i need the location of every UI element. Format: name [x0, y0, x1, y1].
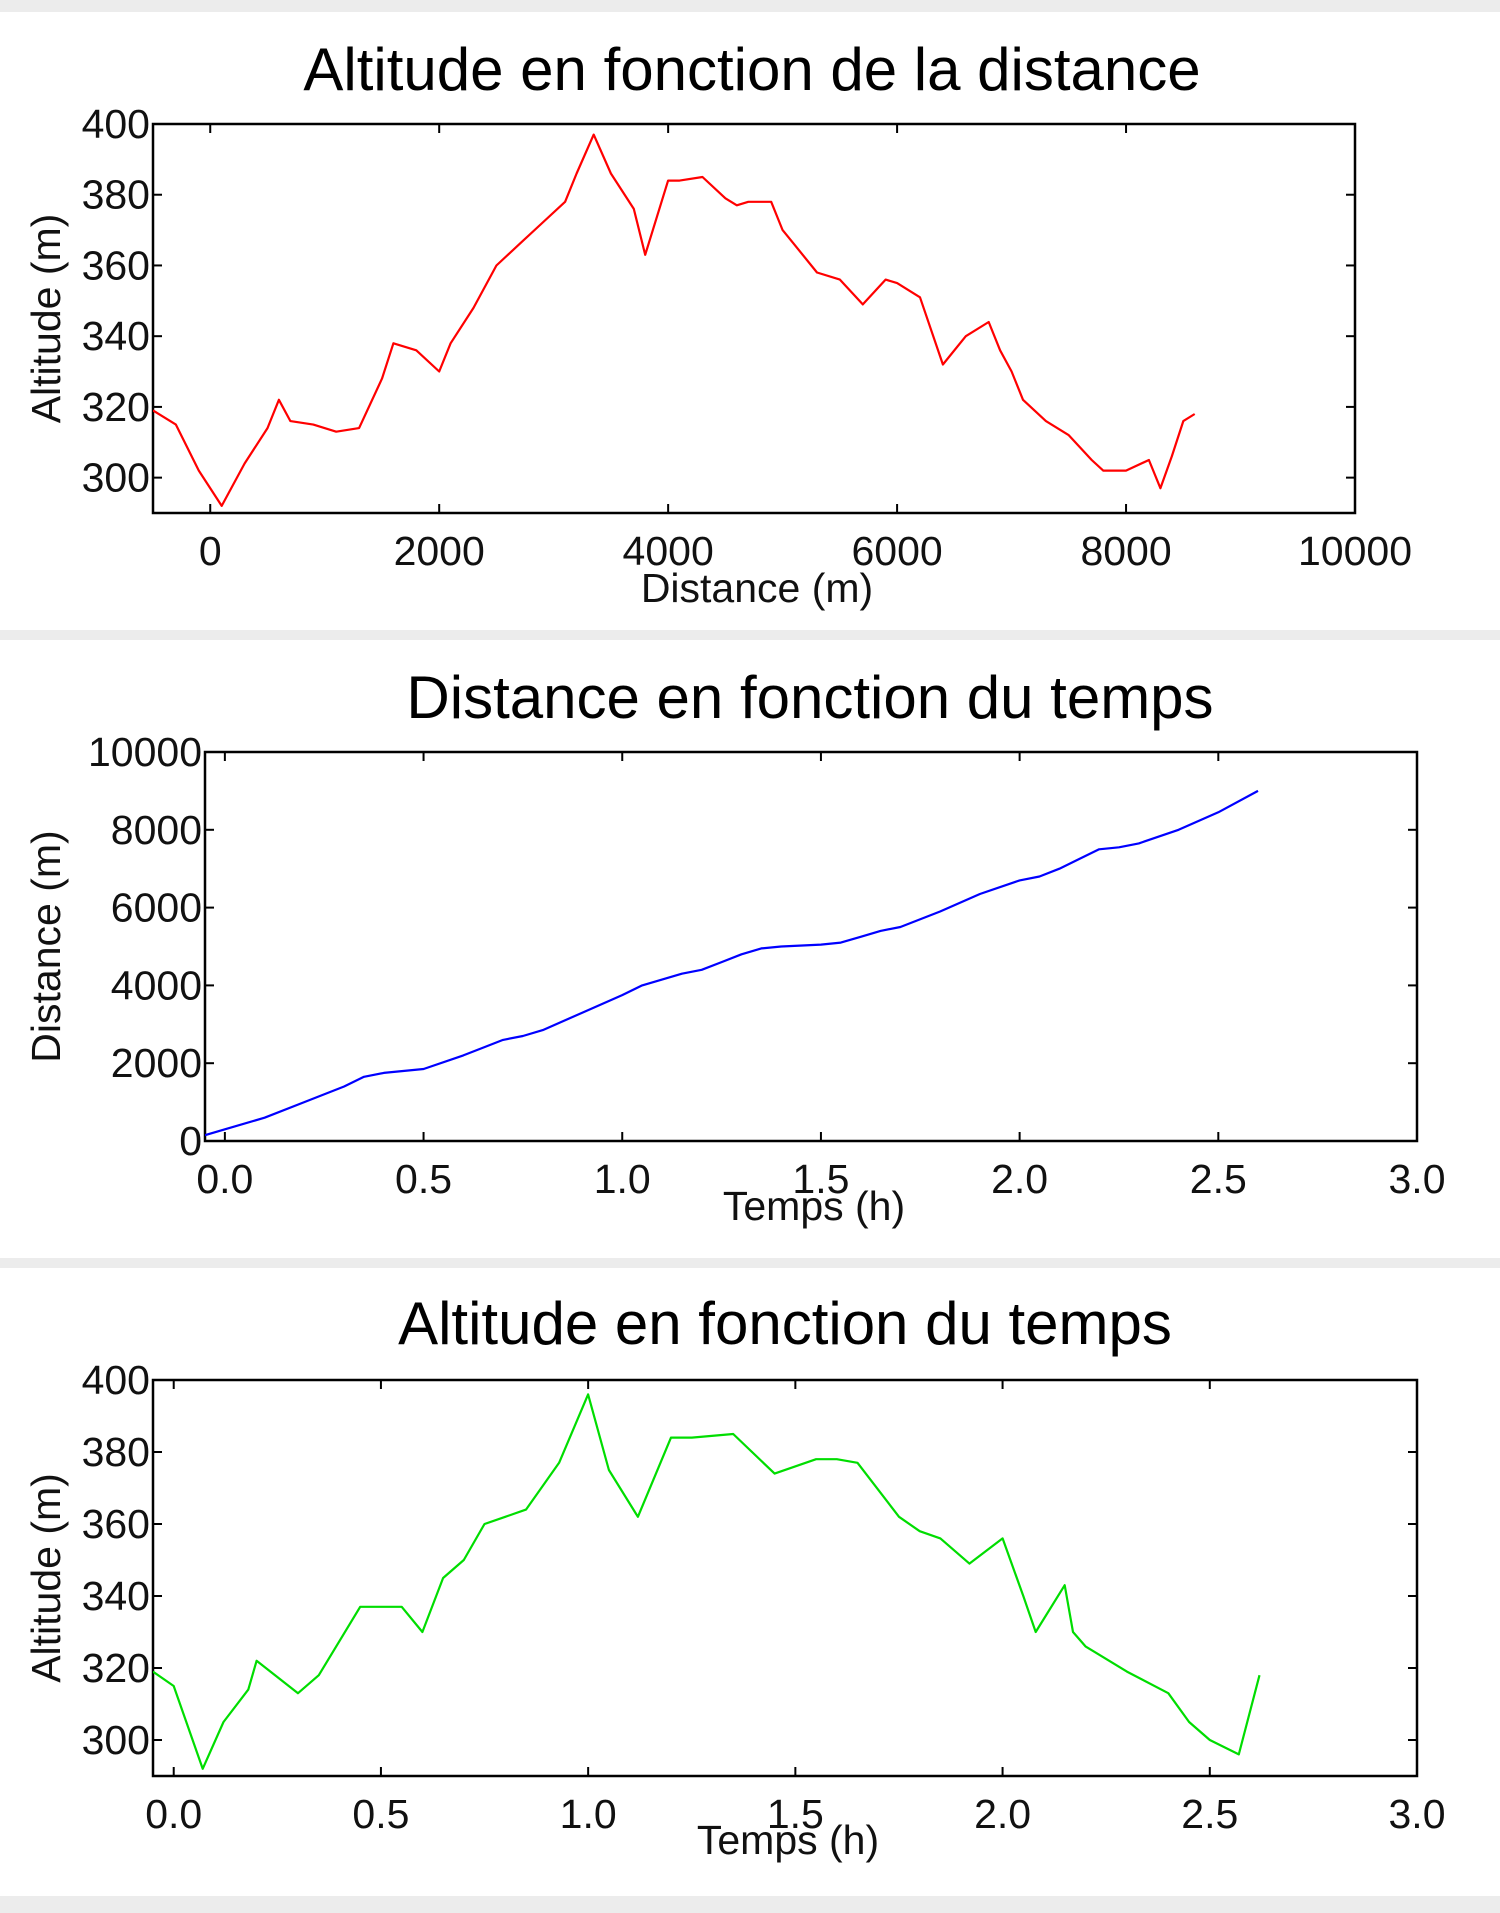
y-tick-label: 320 [82, 1645, 150, 1691]
chart-title: Altitude en fonction du temps [398, 1290, 1172, 1357]
altitude-time-chart: Altitude en fonction du temps 300 320 340 36… [23, 1290, 1446, 1863]
y-tick-label: 340 [82, 1573, 150, 1619]
x-tick-label: 8000 [1080, 528, 1171, 574]
y-tick-label: 400 [82, 101, 150, 147]
series-line [205, 789, 1259, 1137]
x-tick-label: 2.0 [974, 1791, 1031, 1837]
distance-time-chart: Distance en fonction du temps 0 2000 4000 60… [23, 664, 1446, 1229]
x-tick-label: 1.5 [792, 1156, 849, 1202]
y-tick-label: 360 [82, 242, 150, 288]
x-tick-label: 3.0 [1389, 1156, 1446, 1202]
plot-frame [151, 122, 1357, 515]
y-tick-label: 2000 [111, 1040, 202, 1086]
x-tick-label: 1.5 [767, 1791, 824, 1837]
chart-title: Distance en fonction du temps [406, 664, 1213, 731]
x-tick-label: 0.0 [196, 1156, 253, 1202]
y-axis-label: Altitude (m) [23, 1473, 69, 1683]
series-line [153, 133, 1196, 507]
y-tick-label: 380 [82, 172, 150, 218]
y-axis-label: Altitude (m) [23, 214, 69, 424]
plot-frame [203, 750, 1419, 1143]
y-tick-label: 0 [179, 1118, 202, 1164]
x-tick-label: 1.0 [560, 1791, 617, 1837]
x-axis-label: Temps (h) [723, 1183, 905, 1229]
x-tick-label: 0.0 [145, 1791, 202, 1837]
x-tick-label: 2.0 [991, 1156, 1048, 1202]
x-axis-label: Temps (h) [697, 1817, 879, 1863]
series-line [153, 1393, 1261, 1770]
x-tick-label: 10000 [1298, 528, 1412, 574]
x-tick-label: 2.5 [1190, 1156, 1247, 1202]
y-tick-label: 4000 [111, 962, 202, 1008]
x-tick-label: 6000 [851, 528, 942, 574]
plot-frame [151, 1378, 1419, 1778]
chart-panel-distance-time: Distance en fonction du temps 0 2000 4000 60… [0, 640, 1500, 1258]
x-axis-label: Distance (m) [641, 565, 873, 611]
x-tick-label: 1.0 [594, 1156, 651, 1202]
y-tick-label: 300 [82, 1717, 150, 1763]
x-tick-label: 2000 [394, 528, 485, 574]
chart-panel-altitude-distance: Altitude en fonction de la distance 300 32… [0, 12, 1500, 630]
x-tick-label: 0.5 [352, 1791, 409, 1837]
y-tick-label: 360 [82, 1501, 150, 1547]
x-tick-label: 0 [199, 528, 222, 574]
y-tick-label: 320 [82, 384, 150, 430]
chart-panel-altitude-time: Altitude en fonction du temps 300 320 340 36… [0, 1268, 1500, 1896]
chart-title: Altitude en fonction de la distance [303, 36, 1200, 103]
altitude-distance-chart: Altitude en fonction de la distance 300 32… [23, 36, 1412, 611]
y-axis-label: Distance (m) [23, 830, 69, 1062]
x-tick-label: 3.0 [1389, 1791, 1446, 1837]
y-tick-label: 8000 [111, 807, 202, 853]
y-tick-label: 10000 [88, 729, 202, 775]
y-tick-label: 400 [82, 1357, 150, 1403]
x-tick-label: 4000 [623, 528, 714, 574]
x-tick-label: 2.5 [1181, 1791, 1238, 1837]
y-tick-label: 380 [82, 1429, 150, 1475]
x-tick-label: 0.5 [395, 1156, 452, 1202]
y-tick-label: 6000 [111, 885, 202, 931]
y-tick-label: 340 [82, 313, 150, 359]
y-tick-label: 300 [82, 455, 150, 501]
